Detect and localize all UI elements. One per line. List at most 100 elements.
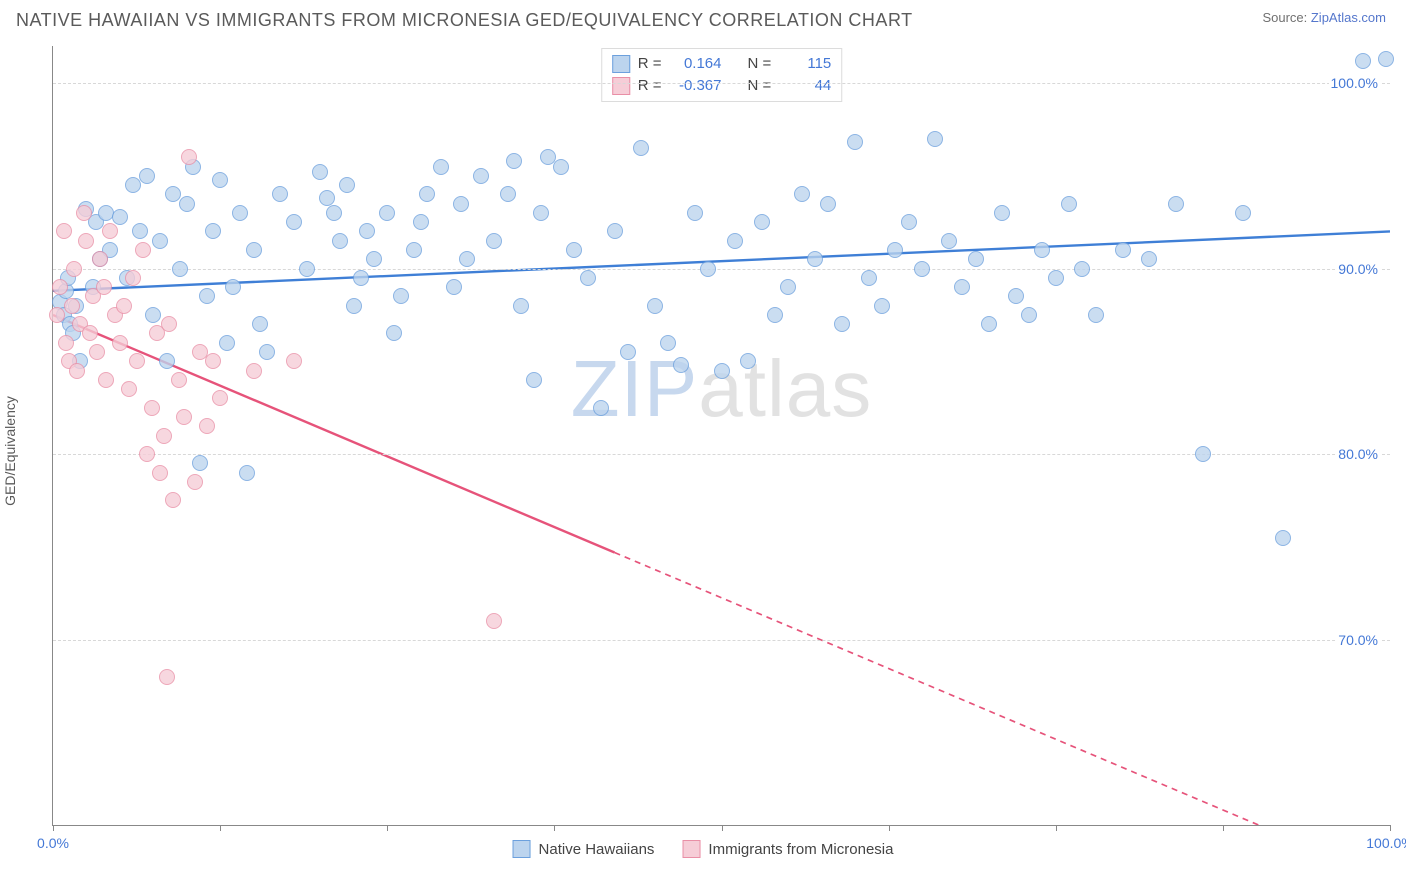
data-point (159, 669, 175, 685)
data-point (767, 307, 783, 323)
data-point (1074, 261, 1090, 277)
n-value: 115 (779, 53, 831, 75)
data-point (246, 242, 262, 258)
data-point (326, 205, 342, 221)
data-point (413, 214, 429, 230)
x-tick (1390, 825, 1391, 831)
watermark: ZIPatlas (571, 343, 872, 435)
data-point (794, 186, 810, 202)
data-point (246, 363, 262, 379)
data-point (319, 190, 335, 206)
data-point (144, 400, 160, 416)
data-point (593, 400, 609, 416)
data-point (861, 270, 877, 286)
n-label: N = (748, 75, 772, 97)
data-point (299, 261, 315, 277)
r-label: R = (638, 75, 662, 97)
data-point (687, 205, 703, 221)
data-point (232, 205, 248, 221)
y-axis-label: GED/Equivalency (2, 396, 18, 506)
x-tick-label: 0.0% (37, 835, 69, 851)
data-point (152, 465, 168, 481)
data-point (633, 140, 649, 156)
data-point (98, 372, 114, 388)
x-tick (220, 825, 221, 831)
legend-swatch (513, 840, 531, 858)
x-tick (53, 825, 54, 831)
data-point (379, 205, 395, 221)
data-point (807, 251, 823, 267)
data-point (132, 223, 148, 239)
data-point (433, 159, 449, 175)
data-point (52, 279, 68, 295)
data-point (165, 492, 181, 508)
data-point (225, 279, 241, 295)
data-point (1061, 196, 1077, 212)
trend-line-solid (53, 315, 615, 553)
legend-label: Immigrants from Micronesia (708, 841, 893, 858)
data-point (1355, 53, 1371, 69)
gridline (53, 640, 1390, 641)
source-attribution: Source: ZipAtlas.com (1262, 10, 1386, 25)
data-point (359, 223, 375, 239)
data-point (179, 196, 195, 212)
data-point (76, 205, 92, 221)
plot-area: ZIPatlas R =0.164N =115R =-0.367N =44 70… (52, 46, 1390, 826)
data-point (647, 298, 663, 314)
data-point (172, 261, 188, 277)
legend-row: R =-0.367N =44 (612, 75, 832, 97)
gridline (53, 83, 1390, 84)
data-point (181, 149, 197, 165)
y-tick-label: 90.0% (1336, 261, 1380, 277)
data-point (968, 251, 984, 267)
source-link[interactable]: ZipAtlas.com (1311, 10, 1386, 25)
data-point (994, 205, 1010, 221)
n-value: 44 (779, 75, 831, 97)
data-point (393, 288, 409, 304)
data-point (1235, 205, 1251, 221)
y-tick-label: 80.0% (1336, 446, 1380, 462)
data-point (887, 242, 903, 258)
data-point (58, 335, 74, 351)
data-point (139, 446, 155, 462)
data-point (286, 353, 302, 369)
x-tick (554, 825, 555, 831)
chart-title: NATIVE HAWAIIAN VS IMMIGRANTS FROM MICRO… (16, 10, 913, 31)
data-point (353, 270, 369, 286)
data-point (102, 223, 118, 239)
data-point (205, 353, 221, 369)
data-point (152, 233, 168, 249)
data-point (212, 172, 228, 188)
trendlines-layer (53, 46, 1390, 825)
data-point (660, 335, 676, 351)
data-point (740, 353, 756, 369)
source-label: Source: (1262, 10, 1310, 25)
data-point (673, 357, 689, 373)
data-point (1088, 307, 1104, 323)
data-point (112, 335, 128, 351)
data-point (473, 168, 489, 184)
legend-swatch (612, 77, 630, 95)
data-point (171, 372, 187, 388)
data-point (820, 196, 836, 212)
data-point (125, 270, 141, 286)
data-point (1378, 51, 1394, 67)
data-point (116, 298, 132, 314)
data-point (135, 242, 151, 258)
data-point (56, 223, 72, 239)
data-point (176, 409, 192, 425)
data-point (526, 372, 542, 388)
data-point (727, 233, 743, 249)
data-point (145, 307, 161, 323)
data-point (139, 168, 155, 184)
x-tick (1223, 825, 1224, 831)
data-point (259, 344, 275, 360)
data-point (500, 186, 516, 202)
legend-item: Immigrants from Micronesia (682, 840, 893, 858)
x-tick (1056, 825, 1057, 831)
x-tick (722, 825, 723, 831)
data-point (112, 209, 128, 225)
data-point (366, 251, 382, 267)
gridline (53, 269, 1390, 270)
data-point (620, 344, 636, 360)
